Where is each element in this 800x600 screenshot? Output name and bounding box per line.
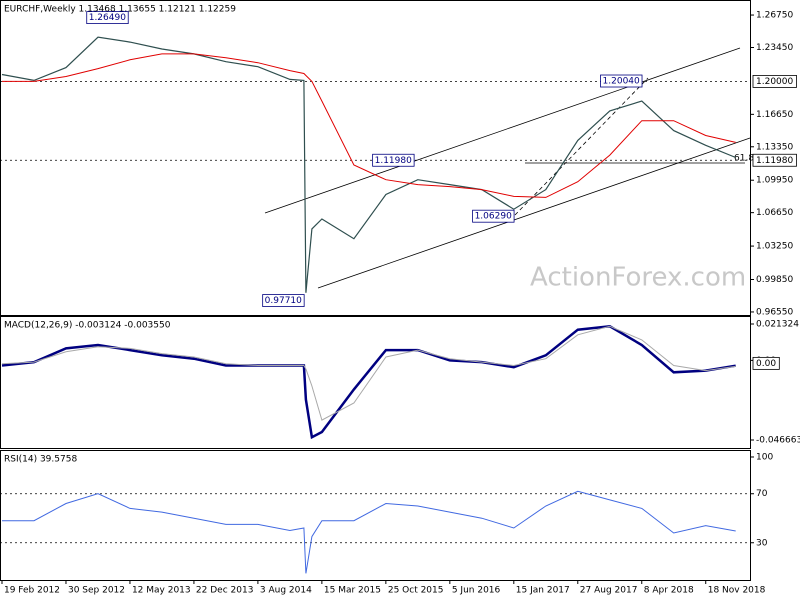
price-marker-label: 1.11980 xyxy=(756,156,793,166)
annotation-label: 1.26490 xyxy=(89,13,126,23)
price-marker-label: 0.00 xyxy=(756,359,776,369)
x-tick-label: 30 Sep 2012 xyxy=(68,586,125,596)
annotation-label: 1.20040 xyxy=(603,77,640,87)
price-marker-box xyxy=(752,75,797,88)
dashed-trendline xyxy=(514,77,649,216)
y-tick-label: 1.13350 xyxy=(756,142,793,152)
annotation-box xyxy=(262,294,305,307)
annotation-label: 0.97710 xyxy=(265,296,302,306)
y-tick-label: 0.021324 xyxy=(756,319,799,329)
series-line xyxy=(2,490,736,574)
y-tick-label: 1.09950 xyxy=(756,176,793,186)
x-tick-label: 25 Oct 2015 xyxy=(388,586,444,596)
watermark: ActionForex.com xyxy=(530,263,746,293)
x-tick-label: 22 Dec 2013 xyxy=(196,586,254,596)
annotation-box xyxy=(600,74,643,88)
y-tick-label: 1.16650 xyxy=(756,110,793,120)
y-tick-label: 1.26750 xyxy=(756,11,793,21)
x-tick-label: 5 Jun 2016 xyxy=(452,586,501,596)
annotation-label: 1.06290 xyxy=(475,212,512,222)
annotation-box xyxy=(472,209,515,223)
y-tick-label: 70 xyxy=(756,489,768,499)
x-tick-label: 8 Apr 2018 xyxy=(644,586,694,596)
price-marker-label: 1.20000 xyxy=(756,77,793,87)
channel-upper xyxy=(264,47,741,214)
panel-frame xyxy=(0,316,751,449)
y-tick-label: 1.06650 xyxy=(756,208,793,218)
x-tick-label: 3 Aug 2014 xyxy=(260,586,312,596)
panel-title: EURCHF,Weekly 1.13468 1.13655 1.12121 1.… xyxy=(4,5,236,15)
series-line xyxy=(1,325,736,421)
fib-label: 61.8 xyxy=(734,154,754,164)
series-line xyxy=(1,325,736,440)
price-marker-box xyxy=(752,356,780,370)
x-tick-label: 18 Nov 2018 xyxy=(708,586,766,596)
y-tick-label: -0.046663 xyxy=(756,436,800,446)
y-tick-label: 100 xyxy=(756,452,773,462)
series-line xyxy=(2,53,736,198)
y-tick-label: 1.03250 xyxy=(756,242,793,252)
x-tick-label: 15 Jan 2017 xyxy=(516,586,570,596)
panel-title: RSI(14) 39.5758 xyxy=(4,455,77,465)
x-tick-label: 27 Aug 2017 xyxy=(580,586,638,596)
panel-frame xyxy=(0,0,751,316)
y-tick-label: 0.96550 xyxy=(756,307,793,317)
panel-frame xyxy=(0,450,751,581)
panel-title: MACD(12,26,9) -0.003124 -0.003550 xyxy=(4,321,171,331)
y-tick-label: 0.99850 xyxy=(756,275,793,285)
y-tick-label: 1.23450 xyxy=(756,43,793,53)
series-line xyxy=(1,36,736,293)
price-marker-box xyxy=(752,153,797,167)
x-tick-label: 19 Feb 2012 xyxy=(4,586,60,596)
annotation-label: 1.11980 xyxy=(375,156,412,166)
annotation-box xyxy=(86,11,129,24)
x-tick-label: 12 May 2013 xyxy=(132,586,191,596)
annotation-box xyxy=(372,153,415,167)
y-tick-label: 30 xyxy=(756,538,768,548)
x-tick-label: 15 Mar 2015 xyxy=(324,586,381,596)
